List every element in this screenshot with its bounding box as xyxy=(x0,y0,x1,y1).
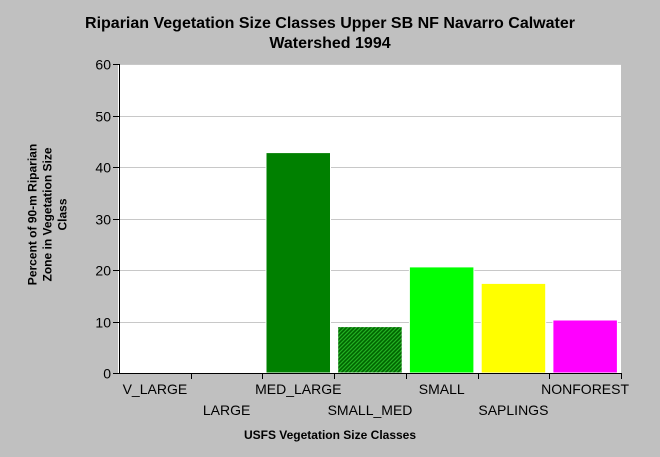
x-tick-label-small-med: SMALL_MED xyxy=(328,402,413,418)
y-tick-label-10: 10 xyxy=(95,315,111,331)
chart-title-line-2: Watershed 1994 xyxy=(269,35,391,52)
bar-saplings xyxy=(480,282,547,374)
axes xyxy=(119,64,621,374)
x-tick-label-nonforest: NONFOREST xyxy=(541,381,629,397)
chart-title: Riparian Vegetation Size Classes Upper S… xyxy=(0,14,660,54)
y-tick-label-50: 50 xyxy=(95,109,111,125)
bar-nonforest xyxy=(552,319,618,374)
x-tick-label-saplings: SAPLINGS xyxy=(478,402,548,418)
gridlines xyxy=(119,64,621,323)
x-tick-label-v-large: V_LARGE xyxy=(123,381,188,397)
y-tick-label-60: 60 xyxy=(95,57,111,73)
y-tick-label-40: 40 xyxy=(95,160,111,176)
bars xyxy=(265,152,618,374)
y-tick-label-20: 20 xyxy=(95,263,111,279)
bar-small xyxy=(408,266,475,374)
chart-title-line-1: Riparian Vegetation Size Classes Upper S… xyxy=(85,15,575,32)
x-tick-label-large: LARGE xyxy=(203,402,250,418)
y-tick-label-30: 30 xyxy=(95,212,111,228)
y-ticks: 0 10 20 30 40 50 60 xyxy=(95,57,119,382)
x-axis-label: USFS Vegetation Size Classes xyxy=(243,428,417,442)
bar-med-large xyxy=(265,152,331,374)
y-tick-label-0: 0 xyxy=(103,366,111,382)
x-tick-label-med-large: MED_LARGE xyxy=(255,381,341,397)
x-tick-label-small: SMALL xyxy=(419,381,465,397)
bar-small-med xyxy=(337,326,403,374)
x-ticks: V_LARGE LARGE MED_LARGE SMALL_MED SMALL SAPLI… xyxy=(123,373,629,418)
